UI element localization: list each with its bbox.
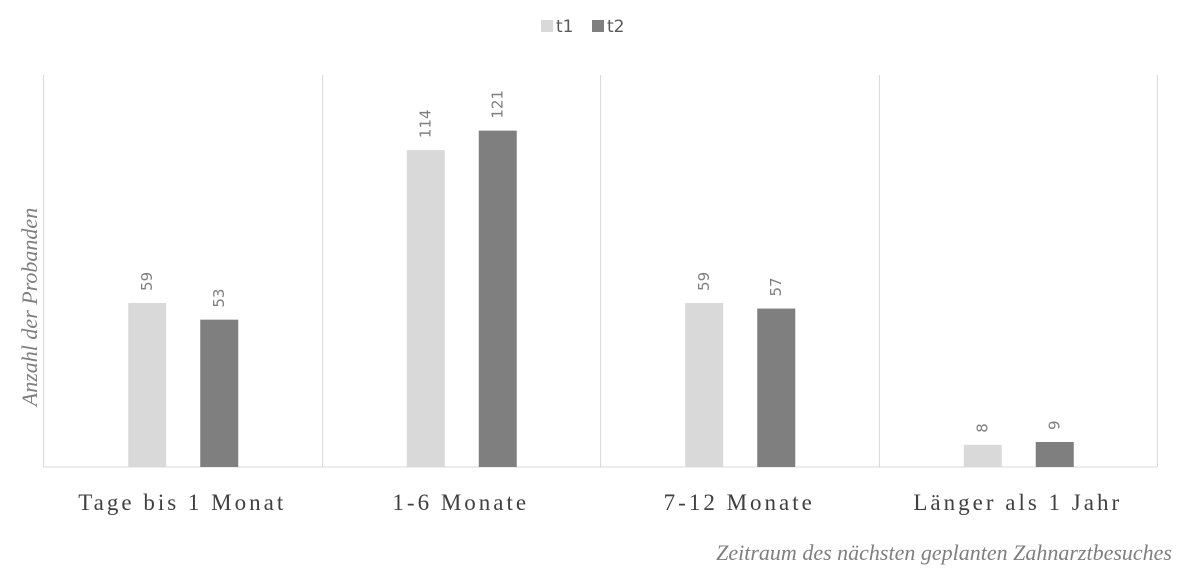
bar-t2-4 [1035, 441, 1074, 467]
bar-t2-1 [200, 319, 239, 467]
bar-t1-1 [128, 302, 167, 467]
y-axis-title: Anzahl der Probanden [17, 208, 42, 408]
category-label: Tage bis 1 Monat [78, 490, 286, 515]
data-label-t1-1: 59 [138, 272, 156, 291]
x-axis-title: Zeitraum des nächsten geplanten Zahnarzt… [716, 540, 1172, 565]
data-labels: 59 114 59 8 53 121 57 9 [138, 90, 1064, 433]
data-label-t1-2: 114 [417, 109, 435, 138]
bar-t2-3 [757, 308, 796, 467]
legend-swatch-t1 [541, 20, 553, 32]
category-label: 1-6 Monate [392, 490, 529, 515]
data-label-t1-3: 59 [695, 272, 713, 291]
category-label: Länger als 1 Jahr [913, 490, 1122, 515]
data-label-t2-2: 121 [489, 90, 507, 119]
data-label-t2-1: 53 [210, 289, 228, 308]
bars [128, 130, 1074, 467]
legend-swatch-t2 [592, 20, 604, 32]
bar-t1-2 [406, 150, 445, 467]
legend-label-t2: t2 [607, 17, 624, 37]
legend: t1 t2 [541, 17, 624, 37]
bar-t1-3 [685, 302, 724, 467]
category-label: 7-12 Monate [664, 490, 815, 515]
data-label-t1-4: 8 [974, 423, 992, 433]
bar-t2-2 [478, 130, 517, 467]
bar-t1-4 [963, 444, 1002, 467]
data-label-t2-4: 9 [1046, 420, 1064, 430]
data-label-t2-3: 57 [767, 277, 785, 296]
category-labels: Tage bis 1 Monat 1-6 Monate 7-12 Monate Län… [78, 490, 1122, 515]
legend-label-t1: t1 [556, 17, 573, 37]
